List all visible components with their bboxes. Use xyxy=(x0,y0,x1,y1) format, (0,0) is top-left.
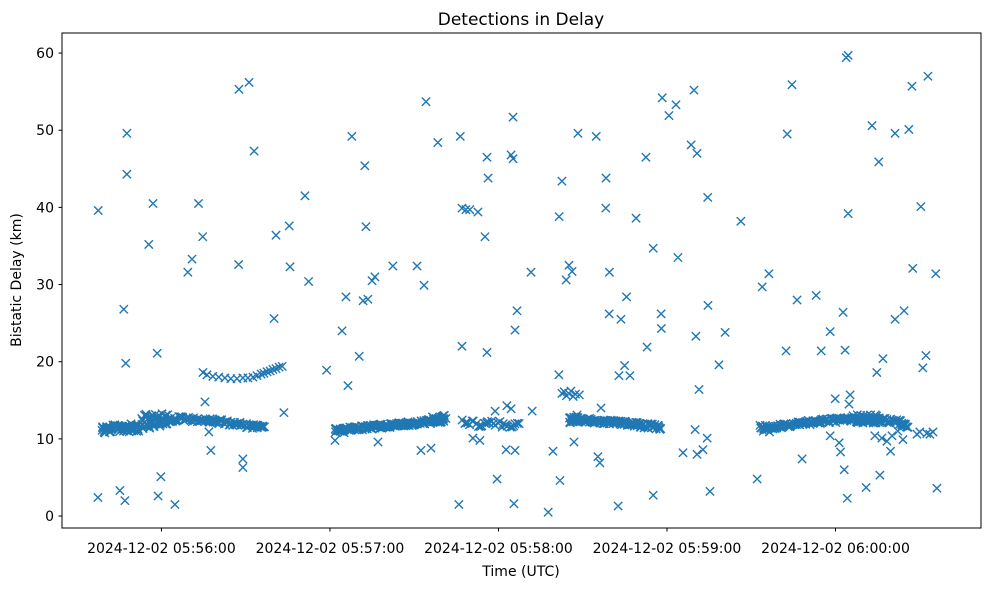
y-axis-label: Bistatic Delay (km) xyxy=(9,213,25,347)
y-tick-label: 50 xyxy=(36,123,54,139)
y-tick-label: 10 xyxy=(36,432,54,448)
x-tick-label: 2024-12-02 05:56:00 xyxy=(87,541,236,557)
y-tick-label: 0 xyxy=(45,509,54,525)
x-tick-label: 2024-12-02 05:57:00 xyxy=(256,541,405,557)
plot-border xyxy=(61,32,982,529)
x-tick-label: 2024-12-02 05:59:00 xyxy=(593,541,742,557)
y-tick-label: 20 xyxy=(36,355,54,371)
y-axis-ticks: 0 10 20 30 40 50 60 xyxy=(36,46,62,525)
y-tick-label: 40 xyxy=(36,200,54,216)
scatter-points xyxy=(93,50,942,517)
y-tick-label: 30 xyxy=(36,278,54,294)
y-tick-label: 60 xyxy=(36,46,54,62)
x-axis-label: Time (UTC) xyxy=(481,564,559,580)
x-axis-ticks: 2024-12-02 05:56:00 2024-12-02 05:57:00 20… xyxy=(87,528,910,557)
x-tick-label: 2024-12-02 06:00:00 xyxy=(761,541,910,557)
x-tick-label: 2024-12-02 05:58:00 xyxy=(424,541,573,557)
chart-title: Detections in Delay xyxy=(438,10,605,30)
